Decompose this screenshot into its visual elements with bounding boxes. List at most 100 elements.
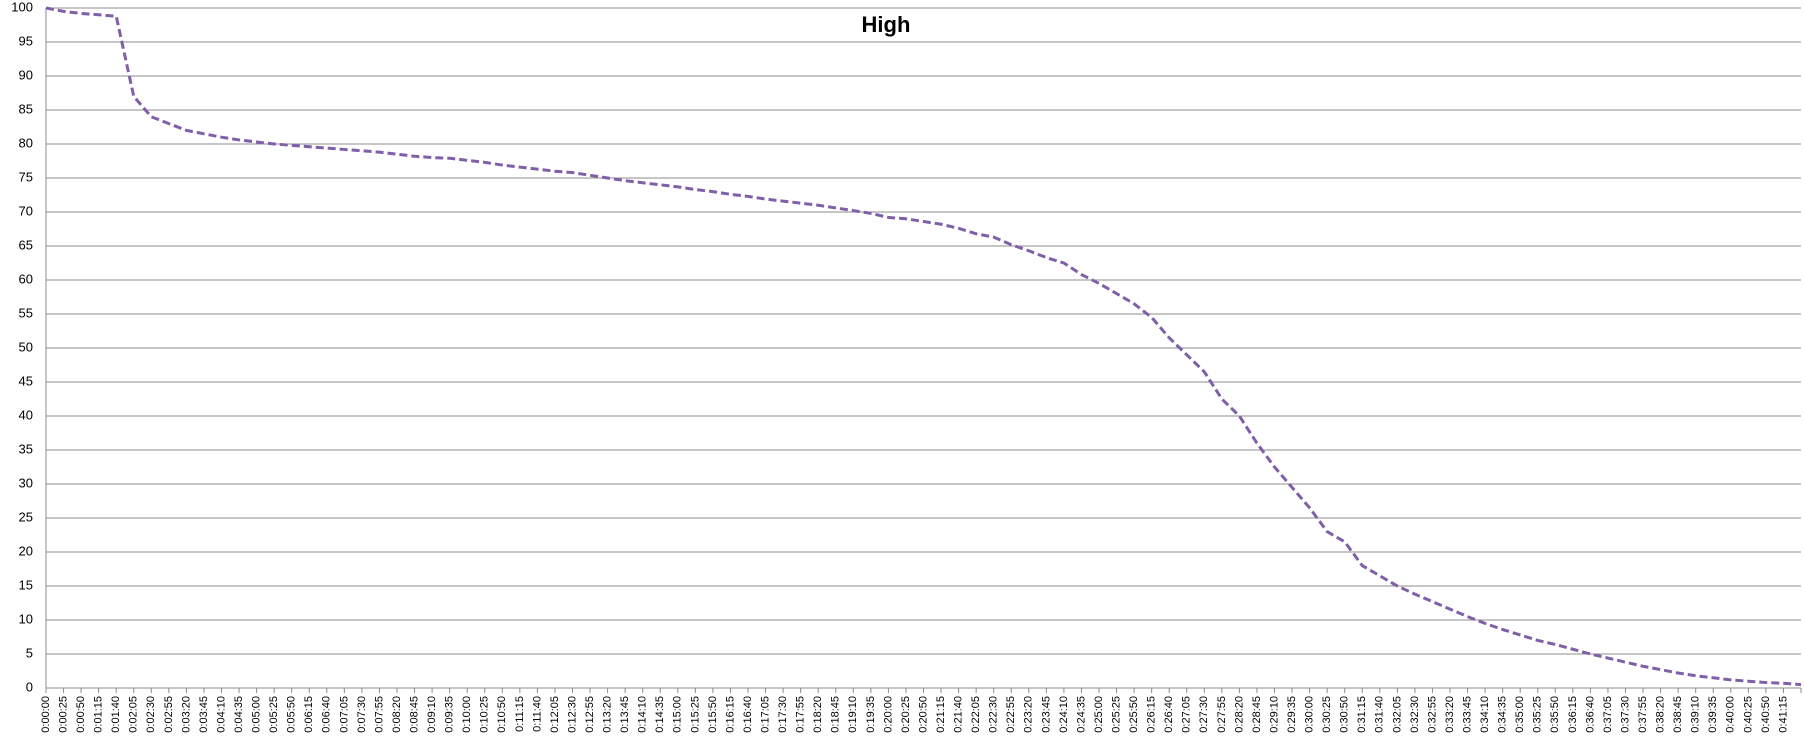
x-tick-label: 0:09:10 — [426, 696, 438, 733]
y-tick-label: 10 — [19, 611, 33, 626]
y-tick-label: 95 — [19, 33, 33, 48]
x-tick-label: 0:30:25 — [1321, 696, 1333, 733]
x-tick-label: 0:08:45 — [408, 696, 420, 733]
x-tick-label: 0:21:15 — [935, 696, 947, 733]
chart-title: High — [862, 12, 911, 37]
y-tick-label: 20 — [19, 543, 33, 558]
x-tick-label: 0:00:25 — [57, 696, 69, 733]
y-tick-label: 60 — [19, 271, 33, 286]
x-tick-label: 0:11:15 — [514, 696, 526, 732]
x-tick-label: 0:14:10 — [637, 696, 649, 733]
x-tick-label: 0:02:05 — [128, 696, 140, 733]
x-tick-label: 0:30:50 — [1339, 696, 1351, 733]
x-tick-label: 0:39:10 — [1690, 696, 1702, 733]
x-tick-label: 0:06:40 — [321, 696, 333, 733]
x-tick-label: 0:38:45 — [1672, 696, 1684, 733]
x-tick-label: 0:02:30 — [145, 696, 157, 733]
x-tick-label: 0:24:10 — [1058, 696, 1070, 733]
x-tick-label: 0:29:35 — [1286, 696, 1298, 733]
x-tick-label: 0:30:00 — [1304, 696, 1316, 733]
x-tick-label: 0:01:40 — [110, 696, 122, 733]
x-tick-label: 0:34:10 — [1479, 696, 1491, 733]
x-tick-label: 0:14:35 — [654, 696, 666, 733]
x-tick-label: 0:07:30 — [356, 696, 368, 733]
x-tick-label: 0:13:45 — [619, 696, 631, 733]
y-tick-label: 50 — [19, 339, 33, 354]
x-tick-label: 0:12:55 — [584, 696, 596, 733]
x-tick-label: 0:00:50 — [75, 696, 87, 733]
x-tick-label: 0:05:50 — [286, 696, 298, 733]
x-tick-label: 0:03:45 — [198, 696, 210, 733]
x-tick-label: 0:07:05 — [338, 696, 350, 733]
x-tick-label: 0:36:15 — [1567, 696, 1579, 733]
x-tick-label: 0:40:25 — [1742, 696, 1754, 733]
x-tick-label: 0:17:30 — [777, 696, 789, 733]
x-tick-label: 0:39:35 — [1707, 696, 1719, 733]
x-tick-label: 0:37:55 — [1637, 696, 1649, 733]
y-tick-label: 40 — [19, 407, 33, 422]
x-tick-label: 0:20:50 — [917, 696, 929, 733]
y-tick-label: 15 — [19, 577, 33, 592]
x-tick-label: 0:05:00 — [251, 696, 263, 733]
y-tick-label: 45 — [19, 373, 33, 388]
x-tick-label: 0:10:25 — [479, 696, 491, 733]
x-tick-label: 0:32:30 — [1409, 696, 1421, 733]
x-tick-label: 0:16:15 — [724, 696, 736, 733]
x-tick-label: 0:33:45 — [1461, 696, 1473, 733]
y-tick-label: 30 — [19, 475, 33, 490]
y-tick-label: 80 — [19, 135, 33, 150]
y-tick-label: 65 — [19, 237, 33, 252]
y-tick-label: 75 — [19, 169, 33, 184]
x-tick-label: 0:17:55 — [795, 696, 807, 733]
x-tick-label: 0:20:25 — [900, 696, 912, 733]
x-tick-label: 0:33:20 — [1444, 696, 1456, 733]
x-tick-label: 0:15:00 — [672, 696, 684, 733]
x-tick-label: 0:40:00 — [1725, 696, 1737, 733]
x-tick-label: 0:18:45 — [830, 696, 842, 733]
x-tick-label: 0:31:40 — [1374, 696, 1386, 733]
x-tick-label: 0:19:10 — [847, 696, 859, 733]
x-tick-label: 0:24:35 — [1075, 696, 1087, 733]
x-tick-label: 0:25:25 — [1110, 696, 1122, 733]
x-tick-label: 0:35:50 — [1549, 696, 1561, 733]
x-tick-label: 0:13:20 — [602, 696, 614, 733]
x-tick-label: 0:15:25 — [689, 696, 701, 733]
x-tick-label: 0:07:55 — [373, 696, 385, 733]
x-tick-label: 0:10:00 — [461, 696, 473, 733]
x-tick-label: 0:15:50 — [707, 696, 719, 733]
x-tick-label: 0:22:05 — [970, 696, 982, 733]
x-tick-label: 0:26:15 — [1146, 696, 1158, 733]
y-tick-label: 85 — [19, 101, 33, 116]
x-tick-label: 0:35:00 — [1514, 696, 1526, 733]
x-tick-label: 0:31:15 — [1356, 696, 1368, 733]
x-tick-label: 0:10:50 — [496, 696, 508, 733]
x-tick-label: 0:04:10 — [215, 696, 227, 733]
y-tick-label: 70 — [19, 203, 33, 218]
x-tick-label: 0:05:25 — [268, 696, 280, 733]
y-tick-label: 0 — [26, 679, 33, 694]
x-tick-label: 0:37:05 — [1602, 696, 1614, 733]
y-tick-label: 90 — [19, 67, 33, 82]
x-tick-label: 0:20:00 — [882, 696, 894, 733]
x-tick-label: 0:22:30 — [988, 696, 1000, 733]
x-tick-label: 0:25:50 — [1128, 696, 1140, 733]
x-tick-label: 0:21:40 — [953, 696, 965, 733]
x-tick-label: 0:23:20 — [1023, 696, 1035, 733]
x-tick-label: 0:16:40 — [742, 696, 754, 733]
x-tick-label: 0:32:55 — [1426, 696, 1438, 733]
x-tick-label: 0:08:20 — [391, 696, 403, 733]
x-tick-label: 0:23:45 — [1040, 696, 1052, 733]
y-tick-label: 25 — [19, 509, 33, 524]
x-tick-label: 0:04:35 — [233, 696, 245, 733]
x-tick-label: 0:18:20 — [812, 696, 824, 733]
x-tick-label: 0:27:05 — [1181, 696, 1193, 733]
x-tick-label: 0:41:15 — [1777, 696, 1789, 733]
x-tick-label: 0:28:45 — [1251, 696, 1263, 733]
x-tick-label: 0:27:30 — [1198, 696, 1210, 733]
x-tick-label: 0:35:25 — [1532, 696, 1544, 733]
x-tick-label: 0:02:55 — [163, 696, 175, 733]
data-line — [45, 6, 1802, 687]
x-tick-label: 0:17:05 — [759, 696, 771, 733]
x-tick-label: 0:22:55 — [1005, 696, 1017, 733]
